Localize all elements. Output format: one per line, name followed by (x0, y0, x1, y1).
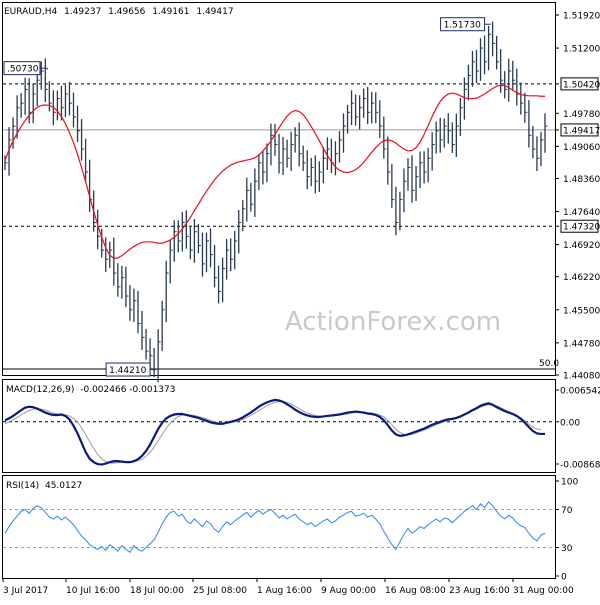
ohlc-close: 1.49417 (196, 7, 233, 17)
macd-y-tick-label: 0.00 (560, 418, 580, 428)
annotation-label: 1.44210 (109, 366, 146, 376)
macd-y-tick-label: -0.008684 (560, 461, 600, 471)
rsi-line (4, 501, 546, 553)
ohlc-low: 1.49161 (152, 7, 189, 17)
price-y-tick-label: 1.47320 (563, 223, 600, 233)
annotation-label: .50730 (7, 65, 39, 75)
price-y-tick-label: 1.49780 (563, 110, 600, 120)
price-y-tick-label: 1.46920 (563, 241, 600, 251)
x-tick-label: 10 Jul 16:00 (66, 586, 120, 596)
rsi-title-name: RSI(14) (6, 481, 39, 491)
x-tick-label: 9 Aug 00:00 (321, 586, 376, 596)
price-levels (3, 83, 555, 370)
x-tick-label: 25 Jul 08:00 (193, 586, 247, 596)
price-level-box (560, 123, 599, 137)
price-bars (4, 21, 548, 383)
macd-y-axis: 0.006542 0.00 -0.008684 (555, 387, 600, 471)
x-tick-label: 31 Aug 00:00 (513, 586, 574, 596)
moving-average-layer (4, 84, 545, 259)
x-axis: 3 Jul 2017 10 Jul 16:00 18 Jul 00:00 25 Jul… (2, 578, 574, 596)
price-y-tick-label: 1.45500 (563, 306, 600, 316)
annotation-label: 1.51730 (444, 21, 481, 31)
price-y-axis: 1.51920 1.51200 1.50420 1.49780 1.49417 1.490… (555, 12, 600, 382)
x-tick-label: 18 Jul 00:00 (130, 586, 184, 596)
macd-main-line (4, 398, 545, 466)
x-tick-label: 23 Aug 16:00 (449, 586, 510, 596)
rsi-readout: 45.0127 (45, 481, 82, 491)
price-y-tick-label: 1.50420 (563, 80, 600, 90)
price-y-tick-label: 1.48360 (563, 175, 600, 185)
macd-layer (3, 398, 555, 466)
price-y-tick-label: 1.44080 (563, 372, 600, 382)
macd-y-tick-label: 0.006542 (560, 387, 600, 397)
rsi-y-tick-label: 100 (561, 478, 578, 488)
price-y-tick-label: 1.46220 (563, 273, 600, 283)
macd-readout: -0.002466 -0.001373 (80, 385, 175, 395)
price-y-tick-label: 1.44780 (563, 339, 600, 349)
macd-title: MACD(12,26,9) -0.002466 -0.001373 (6, 385, 175, 395)
rsi-title: RSI(14) 45.0127 (6, 481, 82, 491)
x-tick-label: 1 Aug 16:00 (257, 586, 312, 596)
price-title-symbol: EURAUD,H4 (4, 7, 57, 17)
macd-panel-frame (2, 379, 556, 473)
price-title: EURAUD,H4 1.49237 1.49656 1.49161 1.4941… (4, 7, 234, 17)
moving-average-line (4, 84, 545, 259)
rsi-y-tick-label: 0 (561, 573, 567, 583)
rsi-layer (3, 501, 555, 553)
price-y-tick-label: 1.47640 (563, 208, 600, 218)
x-tick-label: 3 Jul 2017 (3, 586, 48, 596)
rsi-y-axis: 100 70 30 0 (555, 478, 578, 583)
rsi-panel-frame (2, 475, 556, 579)
ohlc-open: 1.49237 (64, 7, 101, 17)
price-y-tick-label: 1.51200 (563, 45, 600, 55)
ohlc-high: 1.49656 (108, 7, 145, 17)
rsi-y-tick-label: 70 (561, 506, 573, 516)
price-y-tick-label: 1.49060 (563, 143, 600, 153)
price-panel-frame (2, 2, 556, 376)
macd-title-name: MACD(12,26,9) (6, 385, 74, 395)
fib-level-label: 50.0 (539, 359, 559, 369)
watermark: ActionForex.com (285, 307, 501, 337)
rsi-y-tick-label: 30 (561, 544, 573, 554)
x-tick-label: 16 Aug 08:00 (385, 586, 446, 596)
price-annotations: 1.51730 .50730 1.44210 (3, 17, 492, 377)
price-y-tick-label: 1.49417 (563, 126, 600, 136)
price-level-box (560, 77, 599, 91)
price-y-tick-label: 1.51920 (563, 12, 600, 22)
price-level-box (560, 219, 599, 233)
